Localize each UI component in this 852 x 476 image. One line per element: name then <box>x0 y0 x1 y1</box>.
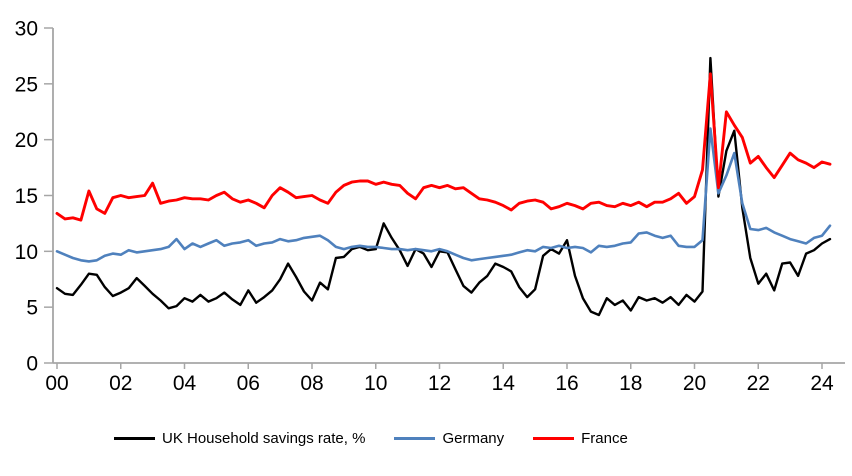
y-tick-label: 10 <box>15 241 38 264</box>
legend-item-germany: Germany <box>394 430 504 447</box>
y-tick-label: 25 <box>15 73 38 96</box>
x-tick-label: 14 <box>492 372 516 395</box>
germany-line-swatch <box>394 437 436 440</box>
x-tick-label: 20 <box>683 372 706 395</box>
y-tick-label: 20 <box>15 129 38 152</box>
x-tick-label: 24 <box>810 372 834 395</box>
x-tick-label: 12 <box>428 372 451 395</box>
france-line <box>55 72 832 222</box>
legend-item-uk: UK Household savings rate, % <box>114 430 365 447</box>
x-tick-label: 02 <box>109 372 132 395</box>
chart-legend: UK Household savings rate, % Germany Fra… <box>114 430 628 447</box>
germany-line <box>55 127 832 263</box>
y-tick-label: 5 <box>26 297 38 320</box>
x-tick-label: 16 <box>555 372 578 395</box>
uk-line-swatch <box>114 437 155 440</box>
germany-legend-label: Germany <box>442 430 505 447</box>
x-tick-label: 06 <box>237 372 260 395</box>
x-tick-label: 22 <box>747 372 770 395</box>
x-tick-label: 18 <box>619 372 642 395</box>
legend-item-france: France <box>533 430 628 447</box>
y-tick-label: 0 <box>26 353 38 376</box>
y-tick-label: 15 <box>15 185 38 208</box>
france-line-swatch <box>533 437 575 440</box>
x-tick-label: 00 <box>45 372 68 395</box>
uk-line <box>55 56 832 317</box>
x-tick-label: 08 <box>300 372 323 395</box>
x-tick-label: 04 <box>173 372 197 395</box>
x-tick-label: 10 <box>364 372 387 395</box>
uk-legend-label: UK Household savings rate, % <box>162 430 366 447</box>
france-legend-label: France <box>581 430 628 447</box>
y-tick-label: 30 <box>15 18 38 41</box>
